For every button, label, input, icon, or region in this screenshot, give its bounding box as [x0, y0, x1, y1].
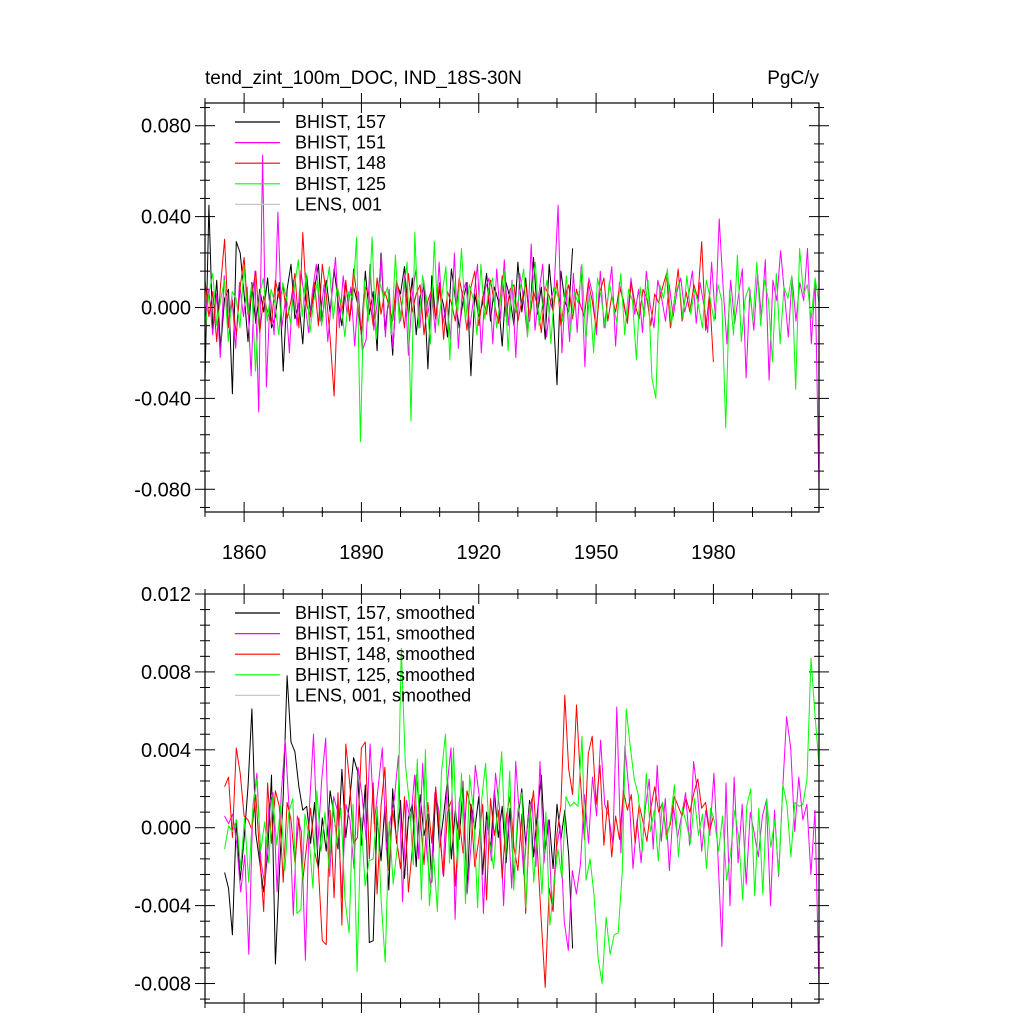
legend-label: BHIST, 151: [295, 133, 386, 153]
series-line: [224, 706, 820, 988]
top-series-lines: [204, 154, 820, 490]
legend-label: BHIST, 157, smoothed: [295, 603, 475, 623]
y-tick-label: -0.008: [134, 974, 191, 996]
legend-label: LENS, 001, smoothed: [295, 685, 471, 705]
y-tick-label: 0.080: [141, 116, 191, 138]
y-tick-label: 0.040: [141, 207, 191, 229]
x-tick-label: 1890: [339, 542, 384, 564]
series-line: [204, 232, 714, 397]
series-line: [204, 154, 820, 490]
series-line: [204, 232, 820, 443]
bottom-series-lines: [224, 648, 820, 988]
top-axis-ticks: 0.080 0.040 0.000 -0.040 -0.080 1860 1890 1920 1…: [134, 93, 829, 564]
y-tick-label: -0.080: [134, 479, 191, 501]
legend-label: BHIST, 125: [295, 174, 386, 194]
legend-label: BHIST, 148, smoothed: [295, 644, 475, 664]
legend-label: BHIST, 125, smoothed: [295, 665, 475, 685]
x-tick-label: 1980: [691, 542, 736, 564]
top-plot-frame: [204, 102, 820, 513]
top-panel: tend_zint_100m_DOC, IND_18S-30N PgC/y 0.…: [134, 68, 829, 564]
series-line: [224, 648, 820, 984]
legend-label: LENS, 001: [295, 194, 382, 214]
y-tick-label: 0.000: [141, 818, 191, 840]
x-tick-label: 1920: [457, 542, 502, 564]
y-tick-label: 0.004: [141, 740, 191, 762]
legend-label: BHIST, 151, smoothed: [295, 624, 475, 644]
y-tick-label: 0.008: [141, 662, 191, 684]
bottom-plot-frame: [204, 593, 820, 1004]
legend-label: BHIST, 148: [295, 153, 386, 173]
chart-title: tend_zint_100m_DOC, IND_18S-30N: [205, 68, 522, 89]
y-tick-label: 0.012: [141, 584, 191, 606]
y-tick-label: 0.000: [141, 298, 191, 320]
bottom-panel: 0.012 0.008 0.004 0.000 -0.004 -0.008 BHIST, …: [134, 584, 829, 1013]
units-label: PgC/y: [767, 68, 819, 89]
x-tick-label: 1860: [222, 542, 267, 564]
bottom-axis-ticks: 0.012 0.008 0.004 0.000 -0.004 -0.008: [134, 584, 829, 1013]
y-tick-label: -0.004: [134, 896, 191, 918]
legend-label: BHIST, 157: [295, 112, 386, 132]
x-tick-label: 1950: [574, 542, 619, 564]
y-tick-label: -0.040: [134, 388, 191, 410]
